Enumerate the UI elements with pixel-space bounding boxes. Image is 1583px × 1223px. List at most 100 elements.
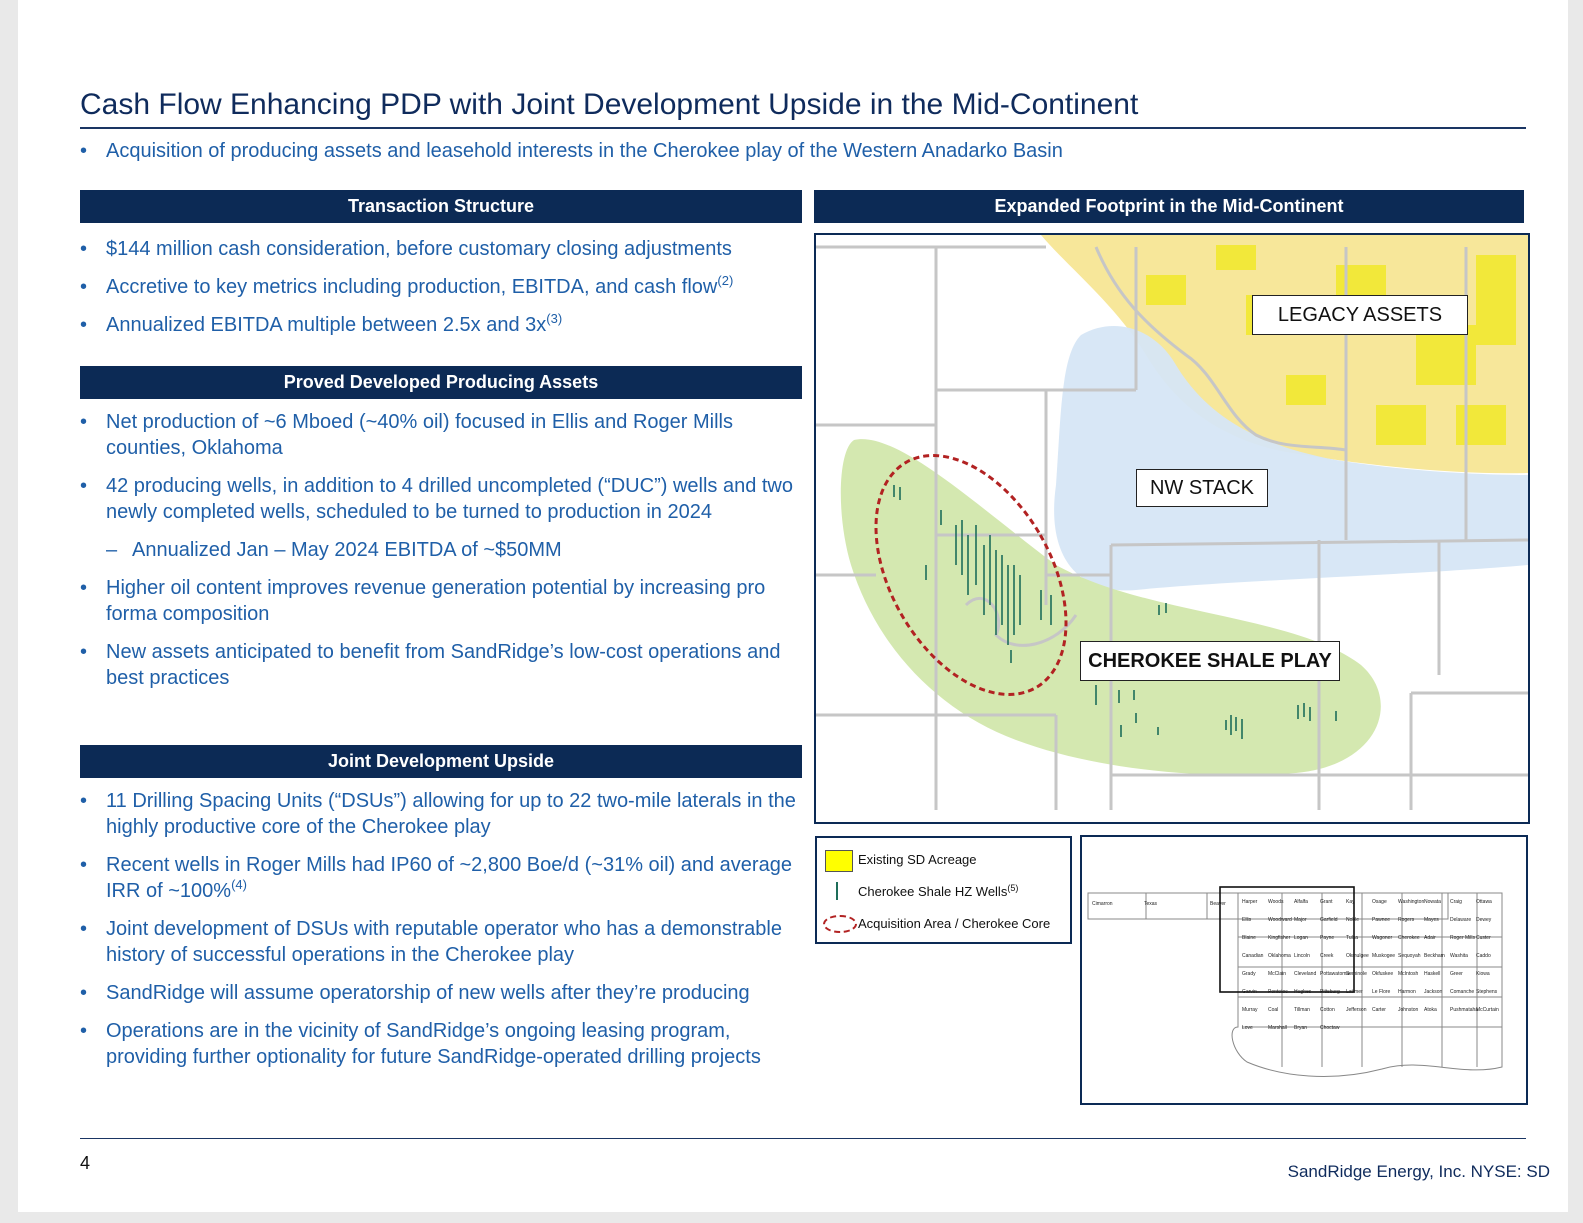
county-label: Roger Mills (1450, 935, 1476, 941)
county-label: Latimer (1346, 989, 1363, 995)
list-item: Recent wells in Roger Mills had IP60 of … (80, 852, 802, 904)
inset-graphic (1087, 886, 1503, 1077)
county-label: Major (1294, 917, 1307, 923)
county-label: Nowata (1424, 899, 1441, 905)
county-label: Atoka (1424, 1007, 1437, 1013)
company-ticker: SandRidge Energy, Inc. NYSE: SD (1287, 1162, 1550, 1181)
county-label: Pawnee (1372, 917, 1391, 923)
county-label: Ellis (1242, 917, 1252, 923)
county-label: Ottawa (1476, 899, 1492, 905)
list-item: 42 producing wells, in addition to 4 dri… (80, 473, 802, 525)
county-label: Grady (1242, 971, 1256, 977)
county-label: Tillman (1294, 1007, 1310, 1013)
list-item: Higher oil content improves revenue gene… (80, 575, 802, 627)
county-label: Texas (1144, 901, 1158, 907)
county-label: Payne (1320, 935, 1335, 941)
county-label: Caddo (1476, 953, 1491, 959)
list-item: New assets anticipated to benefit from S… (80, 639, 802, 691)
title-divider (80, 127, 1526, 129)
list-item: SandRidge will assume operatorship of ne… (80, 980, 802, 1006)
pdp-assets-list: Net production of ~6 Mboed (~40% oil) fo… (80, 409, 802, 691)
list-item: Net production of ~6 Mboed (~40% oil) fo… (80, 409, 802, 461)
county-label: Choctaw (1320, 1025, 1340, 1031)
county-label: Harper (1242, 899, 1258, 905)
transaction-structure-header: Transaction Structure (80, 190, 802, 223)
county-label: Kingfisher (1268, 935, 1291, 941)
nw-stack-label: NW STACK (1136, 469, 1268, 507)
county-label: Jefferson (1346, 1007, 1367, 1013)
county-label: Johnston (1398, 1007, 1419, 1013)
county-label: Okfuskee (1372, 971, 1394, 977)
county-label: Sequoyah (1398, 953, 1421, 959)
well-line-icon (836, 882, 838, 900)
county-label: Beaver (1210, 901, 1226, 907)
county-label: McIntosh (1398, 971, 1419, 977)
county-label: Cleveland (1294, 971, 1317, 977)
county-label: Comanche (1450, 989, 1475, 995)
county-label: Creek (1320, 953, 1334, 959)
list-subitem: Annualized Jan – May 2024 EBITDA of ~$50… (80, 537, 802, 563)
county-label: Cimarron (1092, 901, 1113, 907)
county-lines (816, 245, 1528, 810)
county-label: Jackson (1424, 989, 1443, 995)
county-label: Harmon (1398, 989, 1416, 995)
transaction-structure-list: $144 million cash consideration, before … (80, 236, 802, 338)
county-label: Woodward (1268, 917, 1292, 923)
page-title: Cash Flow Enhancing PDP with Joint Devel… (80, 88, 1139, 121)
county-label: McClain (1268, 971, 1287, 977)
page-number: 4 (80, 1153, 91, 1173)
footnote-ref: (3) (546, 311, 563, 326)
county-label: Okmulgee (1346, 953, 1369, 959)
county-label: Love (1242, 1025, 1253, 1031)
footnote-ref: (4) (231, 877, 247, 892)
county-label: Beckham (1424, 953, 1445, 959)
county-label: Kiowa (1476, 971, 1490, 977)
county-label: Hughes (1294, 989, 1312, 995)
inset-focus-box (1219, 886, 1355, 993)
joint-development-list: 11 Drilling Spacing Units (“DSUs”) allow… (80, 788, 802, 1070)
bullet-icon: • (80, 140, 88, 162)
county-label: Blaine (1242, 935, 1256, 941)
county-label: Stephens (1476, 989, 1498, 995)
footnote-ref: (2) (717, 273, 734, 288)
county-label: Rogers (1398, 917, 1415, 923)
county-label: Kay (1346, 899, 1355, 905)
nw-stack-area (1054, 326, 1528, 591)
county-label: Delaware (1450, 917, 1472, 923)
slide-page: Cash Flow Enhancing PDP with Joint Devel… (18, 0, 1568, 1212)
county-label: Craig (1450, 899, 1462, 905)
county-label: Garvin (1242, 989, 1257, 995)
joint-development-header: Joint Development Upside (80, 745, 802, 778)
county-label: Bryan (1294, 1025, 1308, 1031)
county-label: Greer (1450, 971, 1463, 977)
footprint-map: LEGACY ASSETS NW STACK CHEROKEE SHALE PL… (814, 233, 1530, 824)
county-label: Alfalfa (1294, 899, 1308, 905)
list-item: 11 Drilling Spacing Units (“DSUs”) allow… (80, 788, 802, 840)
map-legend: Existing SD Acreage Cherokee Shale HZ We… (815, 836, 1072, 944)
county-label: McCurtain (1476, 1007, 1499, 1013)
county-label: Mayes (1424, 917, 1439, 923)
pdp-assets-header: Proved Developed Producing Assets (80, 366, 802, 399)
county-label: Noble (1346, 917, 1360, 923)
county-label: Dewey (1476, 917, 1492, 923)
county-label: Grant (1320, 899, 1333, 905)
list-item: $144 million cash consideration, before … (80, 236, 802, 262)
county-label: Coal (1268, 1007, 1279, 1013)
legacy-assets-label: LEGACY ASSETS (1252, 295, 1468, 335)
dashed-ellipse-icon (823, 915, 857, 933)
county-label: Muskogee (1372, 953, 1396, 959)
intro-bullet: • Acquisition of producing assets and lea… (80, 140, 1063, 163)
cherokee-shale-play-label: CHEROKEE SHALE PLAY (1080, 641, 1340, 681)
county-label: Lincoln (1294, 953, 1310, 959)
footer-divider (80, 1138, 1526, 1139)
county-label: Garfield (1320, 917, 1338, 923)
acreage-swatch-icon (825, 850, 853, 872)
county-label: Custer (1476, 935, 1491, 941)
county-label: Le Flore (1372, 989, 1391, 995)
list-item: Annualized EBITDA multiple between 2.5x … (80, 312, 802, 338)
list-item: Operations are in the vicinity of SandRi… (80, 1018, 802, 1070)
county-label: Wagoner (1372, 935, 1393, 941)
county-label: Osage (1372, 899, 1387, 905)
county-label: Pittsburg (1320, 989, 1340, 995)
map-header: Expanded Footprint in the Mid-Continent (814, 190, 1524, 223)
